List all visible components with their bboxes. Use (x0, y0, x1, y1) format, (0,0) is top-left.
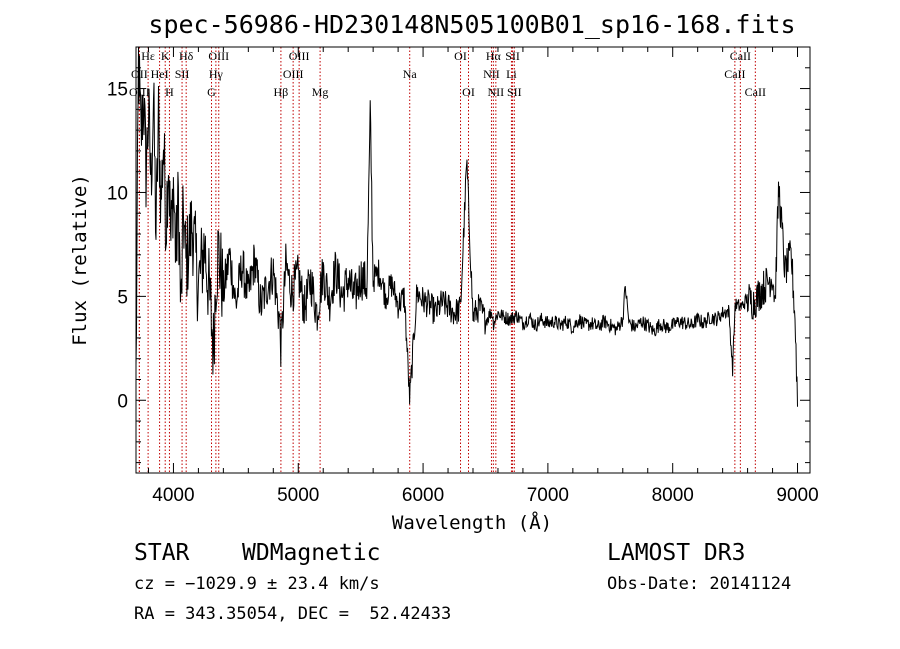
y-axis-label: Flux (relative) (69, 174, 91, 346)
spectral-line-label-3: OIII (208, 49, 229, 63)
y-tick-label-2: 10 (107, 183, 128, 204)
spectral-line-label-22: Mg (312, 85, 329, 99)
spectral-line-label-6: Hα (486, 49, 502, 63)
x-tick-label-5: 9000 (776, 485, 818, 506)
object-type: STAR (134, 540, 190, 566)
spectral-line-label-24: NII (488, 85, 505, 99)
spectral-line-label-19: H (165, 85, 174, 99)
spectral-line-label-21: Hβ (274, 85, 289, 99)
spectral-line-markers (138, 47, 756, 473)
spectral-line-label-26: CaII (745, 85, 766, 99)
spectral-line-label-4: OIII (289, 49, 310, 63)
spectral-line-label-1: K (161, 49, 170, 63)
spectral-line-label-20: G (207, 85, 216, 99)
spectral-line-label-12: Hγ (209, 67, 224, 81)
spectral-line-label-14: Na (403, 67, 418, 81)
observation-date: Obs-Date: 20141124 (607, 574, 792, 594)
object-subclass: WDMagnetic (242, 540, 381, 566)
spectral-line-label-23: OI (462, 85, 475, 99)
spectral-line-label-17: CaII (724, 67, 745, 81)
plot-frame (135, 46, 811, 474)
spectral-line-label-10: HeI (151, 67, 169, 81)
axis-ticks: 4000 5000 6000 7000 8000 9000 0 5 10 15 (107, 46, 819, 506)
spectral-line-label-13: OIII (283, 67, 304, 81)
chart-title: spec-56986-HD230148N505100B01_sp16-168.f… (148, 10, 795, 39)
y-tick-label-1: 5 (117, 287, 128, 308)
spectral-line-label-16: Li (506, 67, 517, 81)
x-tick-label-4: 8000 (652, 485, 694, 506)
spectral-line-label-2: Hδ (179, 49, 194, 63)
spectral-line-label-5: OI (454, 49, 467, 63)
redshift-readout: cz = −1029.9 ± 23.4 km/s (134, 574, 380, 594)
spectral-line-label-0: Hε (141, 49, 155, 63)
x-tick-label-3: 7000 (527, 485, 569, 506)
spectral-line-label-25: SII (507, 85, 522, 99)
spectral-line-label-15: NII (483, 67, 500, 81)
y-tick-label-0: 0 (117, 391, 128, 412)
x-tick-label-0: 4000 (152, 485, 194, 506)
spectrum-series-line (135, 46, 798, 407)
spectrum-chart: spec-56986-HD230148N505100B01_sp16-168.f… (69, 10, 819, 534)
coordinates-readout: RA = 343.35054, DEC = 52.42433 (134, 604, 452, 624)
x-axis-label: Wavelength (Å) (392, 511, 552, 534)
x-tick-label-1: 5000 (277, 485, 319, 506)
y-tick-label-3: 15 (107, 80, 128, 101)
x-tick-label-2: 6000 (402, 485, 444, 506)
survey-name: LAMOST DR3 (607, 540, 746, 566)
spectral-line-label-11: SII (175, 67, 190, 81)
spectral-line-label-7: SII (505, 49, 520, 63)
spectral-line-label-8: CaII (730, 49, 751, 63)
